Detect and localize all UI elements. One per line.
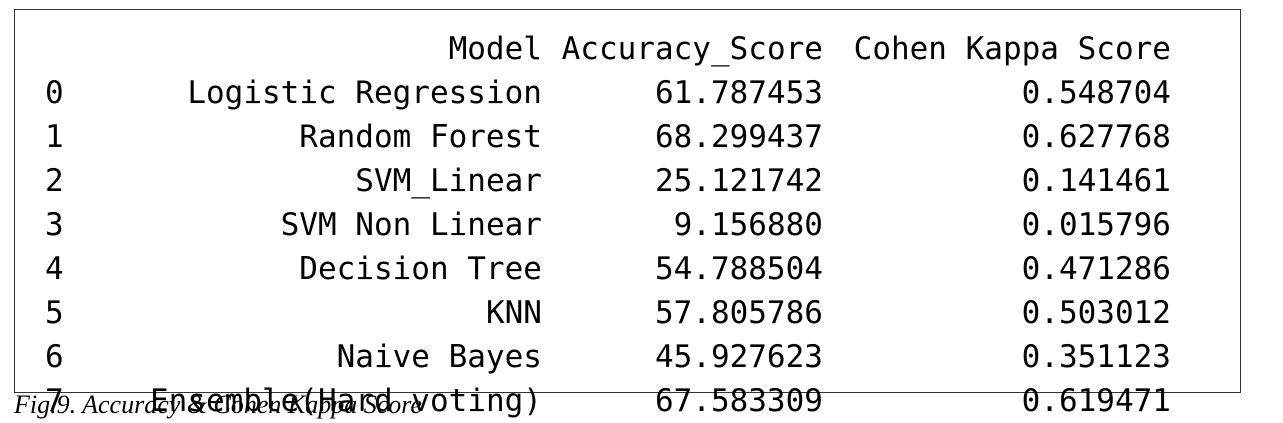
cohen-kappa-score: 0.351123 <box>1021 339 1171 375</box>
model-name: Decision Tree <box>299 251 542 287</box>
index-header <box>15 27 150 71</box>
accuracy-score: 45.927623 <box>654 339 823 375</box>
row-index: 0 <box>45 75 64 111</box>
accuracy-score-header: Accuracy_Score <box>561 31 823 67</box>
cohen-kappa-score: 0.619471 <box>1021 383 1171 419</box>
row-index: 4 <box>45 251 64 287</box>
table-row: 6 Naive Bayes 45.927623 0.351123 <box>15 335 1171 379</box>
model-name: KNN <box>485 295 542 331</box>
cohen-kappa-score: 0.471286 <box>1021 251 1171 287</box>
model-name: SVM Non Linear <box>280 207 542 243</box>
model-header: Model <box>448 31 542 67</box>
row-index: 1 <box>45 119 64 155</box>
table-row: 4 Decision Tree 54.788504 0.471286 <box>15 247 1171 291</box>
row-index: 2 <box>45 163 64 199</box>
table-row: 1 Random Forest 68.299437 0.627768 <box>15 115 1171 159</box>
accuracy-score: 57.805786 <box>654 295 823 331</box>
row-index: 6 <box>45 339 64 375</box>
table-row: 2 SVM_Linear 25.121742 0.141461 <box>15 159 1171 203</box>
table-row: 3 SVM Non Linear 9.156880 0.015796 <box>15 203 1171 247</box>
row-index: 3 <box>45 207 64 243</box>
accuracy-score: 61.787453 <box>654 75 823 111</box>
accuracy-score: 25.121742 <box>654 163 823 199</box>
cohen-kappa-score: 0.548704 <box>1021 75 1171 111</box>
table-row: 0 Logistic Regression 61.787453 0.548704 <box>15 71 1171 115</box>
model-name: Random Forest <box>299 119 542 155</box>
cohen-kappa-score: 0.015796 <box>1021 207 1171 243</box>
model-name: Logistic Regression <box>187 75 542 111</box>
figure-caption: Fig.9. Accuracy & Cohen Kappa Score <box>14 390 422 419</box>
table-output-frame: Model Accuracy_Score Cohen Kappa Score 0… <box>14 9 1241 419</box>
accuracy-score: 68.299437 <box>654 119 823 155</box>
row-index: 5 <box>45 295 64 331</box>
table-header-row: Model Accuracy_Score Cohen Kappa Score <box>15 27 1171 71</box>
model-name: SVM_Linear <box>355 163 542 199</box>
accuracy-score: 9.156880 <box>673 207 823 243</box>
cohen-kappa-score-header: Cohen Kappa Score <box>853 31 1171 67</box>
accuracy-score: 67.583309 <box>654 383 823 419</box>
cohen-kappa-score: 0.141461 <box>1021 163 1171 199</box>
accuracy-score: 54.788504 <box>654 251 823 287</box>
table-row: 5 KNN 57.805786 0.503012 <box>15 291 1171 335</box>
cohen-kappa-score: 0.627768 <box>1021 119 1171 155</box>
model-name: Naive Bayes <box>336 339 542 375</box>
cohen-kappa-score: 0.503012 <box>1021 295 1171 331</box>
results-table: Model Accuracy_Score Cohen Kappa Score 0… <box>15 27 1171 423</box>
